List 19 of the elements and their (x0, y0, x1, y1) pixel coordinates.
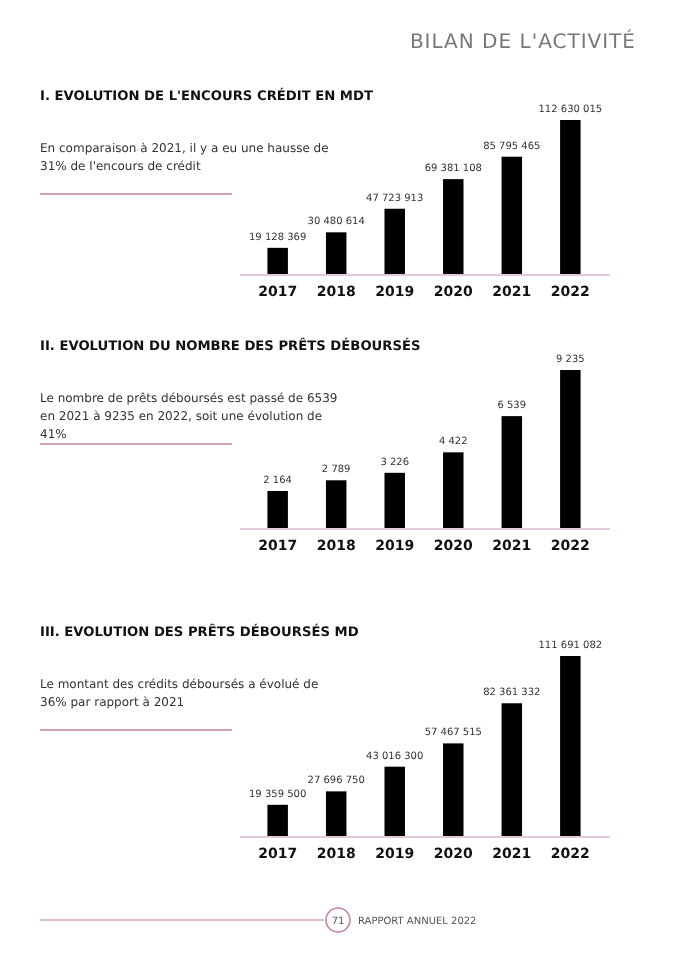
text: BILAN DE L'ACTIVITÉ (409, 28, 636, 54)
bar (325, 791, 347, 836)
bar (501, 703, 523, 836)
bar (267, 490, 288, 528)
bar (560, 120, 581, 274)
bar (325, 480, 347, 528)
bar (267, 804, 288, 836)
bar (560, 370, 581, 528)
bar (325, 232, 347, 274)
bar (384, 208, 405, 274)
bar (443, 179, 464, 274)
bar (384, 472, 405, 528)
bar (501, 416, 523, 528)
bar (501, 156, 523, 274)
bar (443, 452, 464, 528)
bar (267, 247, 288, 274)
bar (560, 656, 581, 836)
bar (384, 766, 405, 836)
bar (443, 743, 464, 836)
